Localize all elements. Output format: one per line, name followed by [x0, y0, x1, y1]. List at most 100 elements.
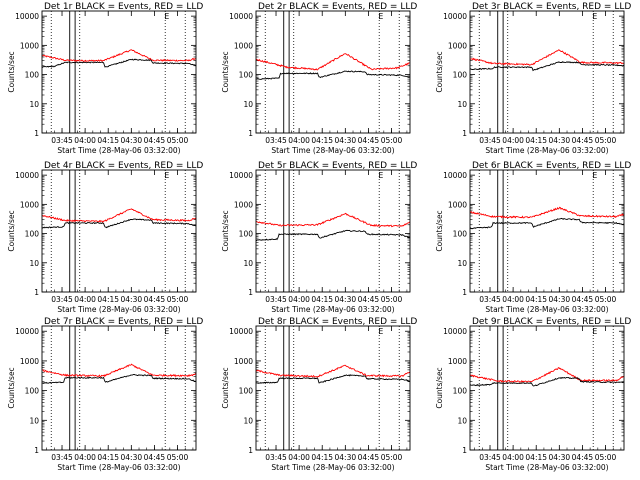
- events-rate-line: [469, 217, 625, 230]
- eclipse-marker-label: E: [164, 327, 169, 336]
- panel-title: Det 4r BLACK = Events, RED = LLD: [44, 161, 203, 171]
- panel-title: Det 2r BLACK = Events, RED = LLD: [258, 2, 417, 12]
- x-tick-label: 05:00: [381, 295, 403, 304]
- x-tick-label: 04:30: [549, 295, 571, 304]
- eclipse-marker-label: E: [378, 327, 383, 336]
- x-tick-label: 04:45: [144, 136, 166, 145]
- x-tick-label: 05:00: [167, 136, 189, 145]
- x-tick-label: 04:15: [311, 453, 333, 462]
- x-tick-label: 04:45: [358, 295, 380, 304]
- y-tick-label: 1: [248, 288, 253, 297]
- panel-title: Det 5r BLACK = Events, RED = LLD: [258, 161, 417, 171]
- x-tick-label: 04:00: [74, 136, 96, 145]
- eclipse-marker-label: E: [592, 327, 597, 336]
- y-tick-label: 1: [34, 288, 39, 297]
- panel-det-9: Det 9r BLACK = Events, RED = LLD 1 10 100 10…: [435, 317, 631, 472]
- x-axis-label: Start Time (28-May-06 03:32:00): [57, 463, 180, 472]
- x-axis-label: Start Time (28-May-06 03:32:00): [485, 305, 608, 314]
- x-tick-label: 05:00: [381, 453, 403, 462]
- eclipse-marker-label: E: [164, 12, 169, 21]
- y-tick-label: 100: [453, 71, 468, 80]
- eclipse-marker-label: E: [164, 171, 169, 180]
- lld-rate-line: [256, 53, 410, 71]
- events-rate-line: [41, 374, 197, 384]
- x-tick-label: 04:00: [74, 295, 96, 304]
- x-tick-label: 05:00: [595, 295, 617, 304]
- y-tick-label: 10000: [229, 171, 253, 180]
- x-tick-label: 05:00: [167, 453, 189, 462]
- y-axis-label: Counts/sec: [221, 210, 230, 251]
- x-tick-label: 04:30: [335, 295, 357, 304]
- x-tick-label: 03:45: [265, 453, 287, 462]
- y-tick-label: 10000: [15, 171, 39, 180]
- y-tick-label: 100: [453, 230, 468, 239]
- x-tick-label: 03:45: [51, 136, 73, 145]
- plot-frame: [469, 325, 625, 451]
- y-tick-label: 10000: [443, 171, 467, 180]
- y-tick-label: 100: [453, 387, 468, 396]
- x-tick-label: 04:30: [549, 136, 571, 145]
- x-tick-label: 04:45: [144, 295, 166, 304]
- plot-frame: [469, 10, 625, 134]
- y-axis-label: Counts/sec: [7, 51, 16, 92]
- events-rate-line: [469, 376, 625, 387]
- x-tick-label: 03:45: [265, 295, 287, 304]
- panel-det-5: Det 5r BLACK = Events, RED = LLD 1 10 100 10…: [221, 161, 417, 314]
- plot-frame: [41, 325, 197, 451]
- panel-det-7: Det 7r BLACK = Events, RED = LLD 1 10 100 10…: [7, 317, 203, 472]
- y-tick-label: 1000: [234, 200, 253, 209]
- y-tick-label: 1000: [20, 200, 39, 209]
- y-tick-label: 100: [25, 230, 40, 239]
- lld-rate-line: [469, 49, 625, 66]
- panel-title: Det 6r BLACK = Events, RED = LLD: [472, 161, 631, 171]
- plot-frame: [41, 10, 197, 134]
- y-tick-label: 100: [239, 387, 254, 396]
- eclipse-marker-label: E: [378, 12, 383, 21]
- events-rate-line: [469, 61, 625, 72]
- x-tick-label: 05:00: [595, 453, 617, 462]
- y-tick-label: 1000: [20, 41, 39, 50]
- x-tick-label: 03:45: [51, 453, 73, 462]
- y-tick-label: 100: [239, 230, 254, 239]
- panel-det-4: Det 4r BLACK = Events, RED = LLD 1 10 100 10…: [7, 161, 203, 314]
- y-axis-label: Counts/sec: [221, 367, 230, 408]
- plot-frame: [469, 169, 625, 293]
- y-tick-label: 1000: [234, 41, 253, 50]
- panel-det-8: Det 8r BLACK = Events, RED = LLD 1 10 100 10…: [221, 317, 417, 472]
- panel-det-6: Det 6r BLACK = Events, RED = LLD 1 10 100 10…: [435, 161, 631, 314]
- y-tick-label: 1000: [234, 357, 253, 366]
- panel-title: Det 3r BLACK = Events, RED = LLD: [472, 2, 631, 12]
- y-tick-label: 10000: [15, 327, 39, 336]
- y-tick-label: 100: [25, 71, 40, 80]
- x-tick-label: 04:15: [97, 295, 119, 304]
- lld-rate-line: [255, 364, 411, 378]
- y-tick-label: 10: [243, 100, 253, 109]
- y-tick-label: 10: [457, 259, 467, 268]
- y-tick-label: 1: [462, 446, 467, 455]
- x-tick-label: 04:00: [502, 136, 524, 145]
- plot-frame: [41, 169, 197, 293]
- x-tick-label: 03:45: [479, 453, 501, 462]
- events-rate-line: [41, 218, 197, 229]
- y-tick-label: 100: [25, 387, 40, 396]
- y-tick-label: 10000: [15, 12, 39, 21]
- y-axis-label: Counts/sec: [435, 210, 444, 251]
- y-tick-label: 1: [34, 446, 39, 455]
- x-tick-label: 04:00: [502, 453, 524, 462]
- x-tick-label: 04:30: [121, 136, 143, 145]
- x-tick-label: 04:30: [335, 136, 357, 145]
- eclipse-marker-label: E: [592, 171, 597, 180]
- x-tick-label: 03:45: [479, 295, 501, 304]
- panel-det-2: Det 2r BLACK = Events, RED = LLD 1 10 100 10…: [221, 2, 417, 155]
- x-axis-label: Start Time (28-May-06 03:32:00): [485, 463, 608, 472]
- x-tick-label: 04:30: [121, 453, 143, 462]
- y-tick-label: 10000: [443, 327, 467, 336]
- y-tick-label: 10000: [229, 327, 253, 336]
- x-tick-label: 05:00: [595, 136, 617, 145]
- x-tick-label: 04:15: [97, 136, 119, 145]
- x-tick-label: 04:45: [572, 453, 594, 462]
- x-tick-label: 04:30: [549, 453, 571, 462]
- y-tick-label: 1: [248, 446, 253, 455]
- panel-title: Det 9r BLACK = Events, RED = LLD: [472, 317, 631, 327]
